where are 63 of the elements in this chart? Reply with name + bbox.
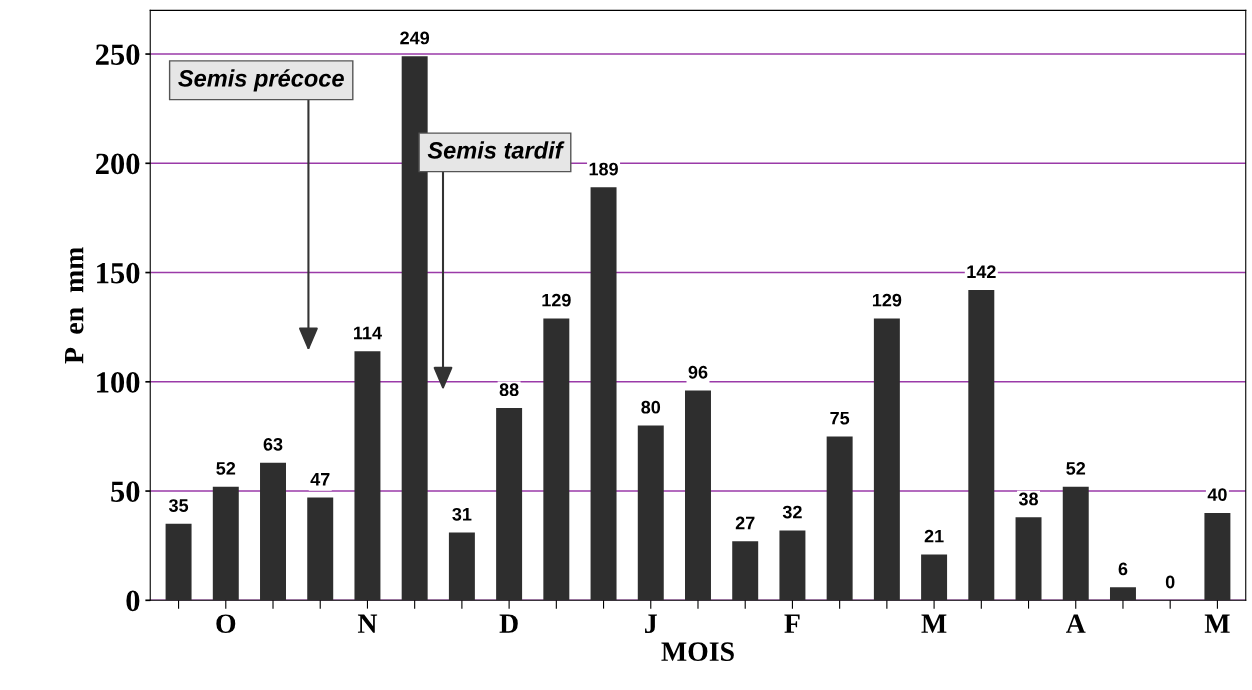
- bar: [590, 187, 617, 601]
- x-tick-label: F: [784, 614, 800, 633]
- bar: [1062, 486, 1089, 601]
- y-axis-title: P en mm: [65, 247, 84, 364]
- bar: [1015, 517, 1042, 601]
- x-tick-label: J: [645, 614, 657, 634]
- data-label: 35: [168, 499, 189, 512]
- y-tick-label: 200: [95, 153, 140, 175]
- data-label: 32: [782, 505, 802, 519]
- x-tick-label: N: [357, 614, 378, 633]
- bar: [354, 351, 381, 601]
- bar: [826, 436, 853, 601]
- data-label: 6: [1118, 562, 1128, 576]
- data-label: 31: [452, 507, 472, 521]
- data-label: 142: [967, 265, 996, 278]
- x-tick-label: M: [921, 614, 947, 633]
- y-tick-label: 50: [111, 481, 140, 502]
- data-label: 27: [735, 516, 755, 530]
- bar: [685, 390, 711, 601]
- bar: [448, 532, 475, 601]
- data-label: 38: [1018, 492, 1039, 506]
- x-tick-label: D: [499, 614, 518, 633]
- data-label: 96: [688, 365, 708, 379]
- x-tick-label: M: [1204, 614, 1230, 633]
- data-label: 88: [499, 383, 519, 397]
- bar: [165, 523, 192, 601]
- bar: [260, 462, 286, 601]
- data-label: 40: [1207, 488, 1227, 501]
- data-label: 80: [641, 400, 661, 414]
- bar: [307, 497, 334, 601]
- data-label: 189: [589, 162, 618, 176]
- annotation: Semis précoce: [178, 69, 344, 92]
- data-label: 129: [542, 293, 571, 307]
- data-label: 47: [310, 473, 330, 486]
- bar: [779, 530, 806, 601]
- y-tick-label: 250: [95, 44, 140, 65]
- x-tick-label: A: [1065, 614, 1086, 633]
- x-tick-label: O: [216, 614, 236, 634]
- data-label: 249: [400, 31, 430, 45]
- data-label: 52: [216, 461, 236, 475]
- data-label: 129: [872, 293, 902, 307]
- y-tick-label: 150: [97, 262, 140, 284]
- bar: [496, 408, 523, 601]
- bar: [921, 554, 948, 601]
- data-label: 0: [1165, 575, 1175, 589]
- y-tick-label: 100: [97, 372, 140, 393]
- data-label: 75: [830, 411, 850, 425]
- data-label: 21: [924, 529, 944, 543]
- data-label: 52: [1066, 461, 1086, 475]
- bar: [401, 56, 428, 601]
- bar: [873, 318, 900, 601]
- bar: [212, 486, 239, 601]
- annotation: Semis tardif: [427, 141, 565, 159]
- bar: [1204, 512, 1231, 601]
- bar: [543, 318, 570, 601]
- bar: [968, 290, 995, 601]
- bar: [732, 541, 759, 601]
- bar: [1109, 587, 1136, 601]
- x-axis-title: MOIS: [661, 642, 734, 662]
- data-label: 63: [263, 437, 283, 451]
- bar: [637, 425, 664, 601]
- y-tick-label: 0: [126, 590, 140, 612]
- data-label: 114: [354, 326, 382, 340]
